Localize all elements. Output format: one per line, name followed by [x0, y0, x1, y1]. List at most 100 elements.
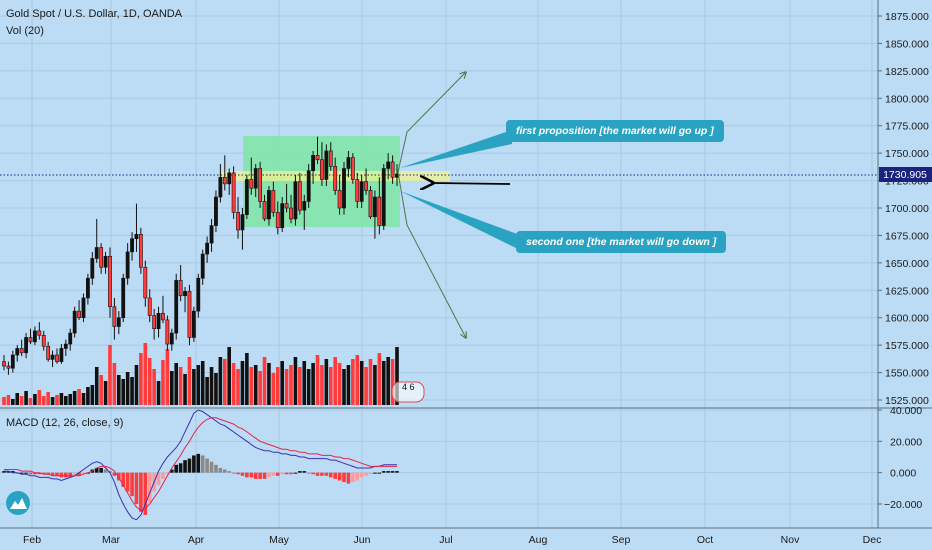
candle-body [116, 317, 121, 327]
macd-label[interactable]: MACD (12, 26, close, 9) [6, 417, 124, 429]
time-tick-label: Mar [102, 534, 121, 546]
current-price-value: 1730.905 [883, 169, 927, 181]
candle-body [350, 157, 355, 180]
macd-hist-bar [46, 472, 50, 475]
macd-hist-bar [377, 472, 382, 474]
macd-hist-bar [364, 472, 368, 476]
macd-hist-bar [11, 471, 15, 473]
volume-bar [196, 365, 201, 405]
macd-tick-label: 40.000 [890, 405, 922, 417]
time-tick-label: May [269, 534, 290, 546]
volume-bar [209, 367, 214, 405]
up-callout[interactable]: first proposition [the market will go up… [506, 120, 724, 142]
candle-body [346, 157, 351, 169]
macd-hist-bar [306, 472, 311, 474]
candle-body [143, 266, 148, 299]
macd-hist-bar [262, 472, 267, 479]
macd-hist-bar [284, 472, 289, 475]
candle-body [214, 196, 218, 226]
time-tick-label: Nov [781, 534, 800, 546]
volume-bar [86, 387, 90, 405]
volume-bar [59, 393, 64, 405]
time-tick-label: Apr [188, 534, 205, 546]
candle-body [183, 291, 187, 297]
volume-bar [333, 357, 337, 405]
volume-bar [169, 371, 174, 405]
candle-body [355, 179, 360, 202]
macd-hist-bar [218, 467, 223, 473]
candle-body [46, 345, 51, 360]
candle-body [236, 212, 240, 231]
volume-bar [112, 363, 117, 405]
volume-bar [249, 367, 254, 405]
macd-hist-bar [77, 472, 81, 476]
volume-bar [103, 381, 108, 405]
volume-bar [50, 397, 55, 405]
time-axis[interactable]: Feb Mar Apr May Jun Jul Aug Sep Oct Nov Dec [23, 534, 881, 546]
candle-body [37, 330, 42, 336]
candle-body [10, 354, 15, 369]
volume-bar [178, 367, 183, 405]
candle-body [55, 354, 59, 362]
macd-hist-bar [139, 472, 143, 512]
volume-bar [28, 398, 33, 405]
candle-body [271, 190, 276, 213]
macd-hist-bar [267, 472, 271, 478]
candle-body [108, 255, 112, 308]
logo-mountain-icon [10, 498, 27, 509]
macd-axis[interactable]: 40.000 20.000 0.000 −20.000 [878, 405, 922, 511]
volume-bar [108, 345, 112, 405]
candle-body [161, 313, 165, 321]
candle-body [267, 190, 271, 220]
volume-bar [24, 391, 28, 405]
candle-body [81, 297, 86, 319]
candle-body [28, 337, 33, 343]
candle-body [152, 315, 157, 329]
up-projection-arrow[interactable] [397, 72, 466, 173]
symbol-title[interactable]: Gold Spot / U.S. Dollar, 1D, OANDA [6, 8, 183, 20]
volume-bar [117, 375, 121, 405]
candle-body [373, 196, 377, 218]
down-projection-arrow[interactable] [397, 171, 466, 338]
volume-bar [359, 361, 364, 405]
volume-bar [205, 377, 209, 405]
volume-bar [214, 373, 218, 405]
candle-body [368, 190, 373, 218]
candle-body [191, 310, 196, 338]
volume-bar [33, 394, 37, 405]
volume-bar [351, 359, 355, 405]
macd-hist-bar [196, 453, 201, 473]
volume-bar [293, 357, 298, 405]
volume-bar [156, 381, 161, 405]
volume-bar [183, 374, 187, 405]
tradingview-logo-icon[interactable] [6, 491, 30, 515]
volume-overlay-badge [391, 381, 425, 403]
down-callout[interactable]: second one [the market will go down ] [516, 231, 727, 253]
macd-line [4, 409, 397, 521]
price-axis[interactable]: 1875.000 1850.000 1825.000 1800.000 1775.000… [878, 11, 929, 407]
macd-hist-bar [390, 471, 395, 473]
candle-body [15, 348, 20, 356]
volume-bar [222, 359, 227, 405]
candle-body [342, 168, 346, 209]
macd-hist-bar [346, 472, 351, 484]
horizontal-pointer-arrow[interactable] [433, 183, 511, 184]
volume-bar [6, 395, 11, 405]
candle-body [2, 361, 6, 367]
price-tick-label: 1650.000 [885, 258, 929, 270]
macd-hist-bar [81, 472, 86, 475]
volume-bar [64, 396, 68, 405]
volume-bar [125, 372, 130, 405]
macd-hist-bar [275, 472, 280, 476]
candle-body [231, 172, 236, 213]
volume-label[interactable]: Vol (20) [6, 25, 44, 37]
volume-bar [324, 359, 329, 405]
macd-hist-bar [395, 471, 399, 473]
candlesticks[interactable] [2, 136, 399, 375]
candle-body [205, 242, 210, 255]
candle-body [19, 348, 24, 354]
candle-body [302, 201, 307, 211]
